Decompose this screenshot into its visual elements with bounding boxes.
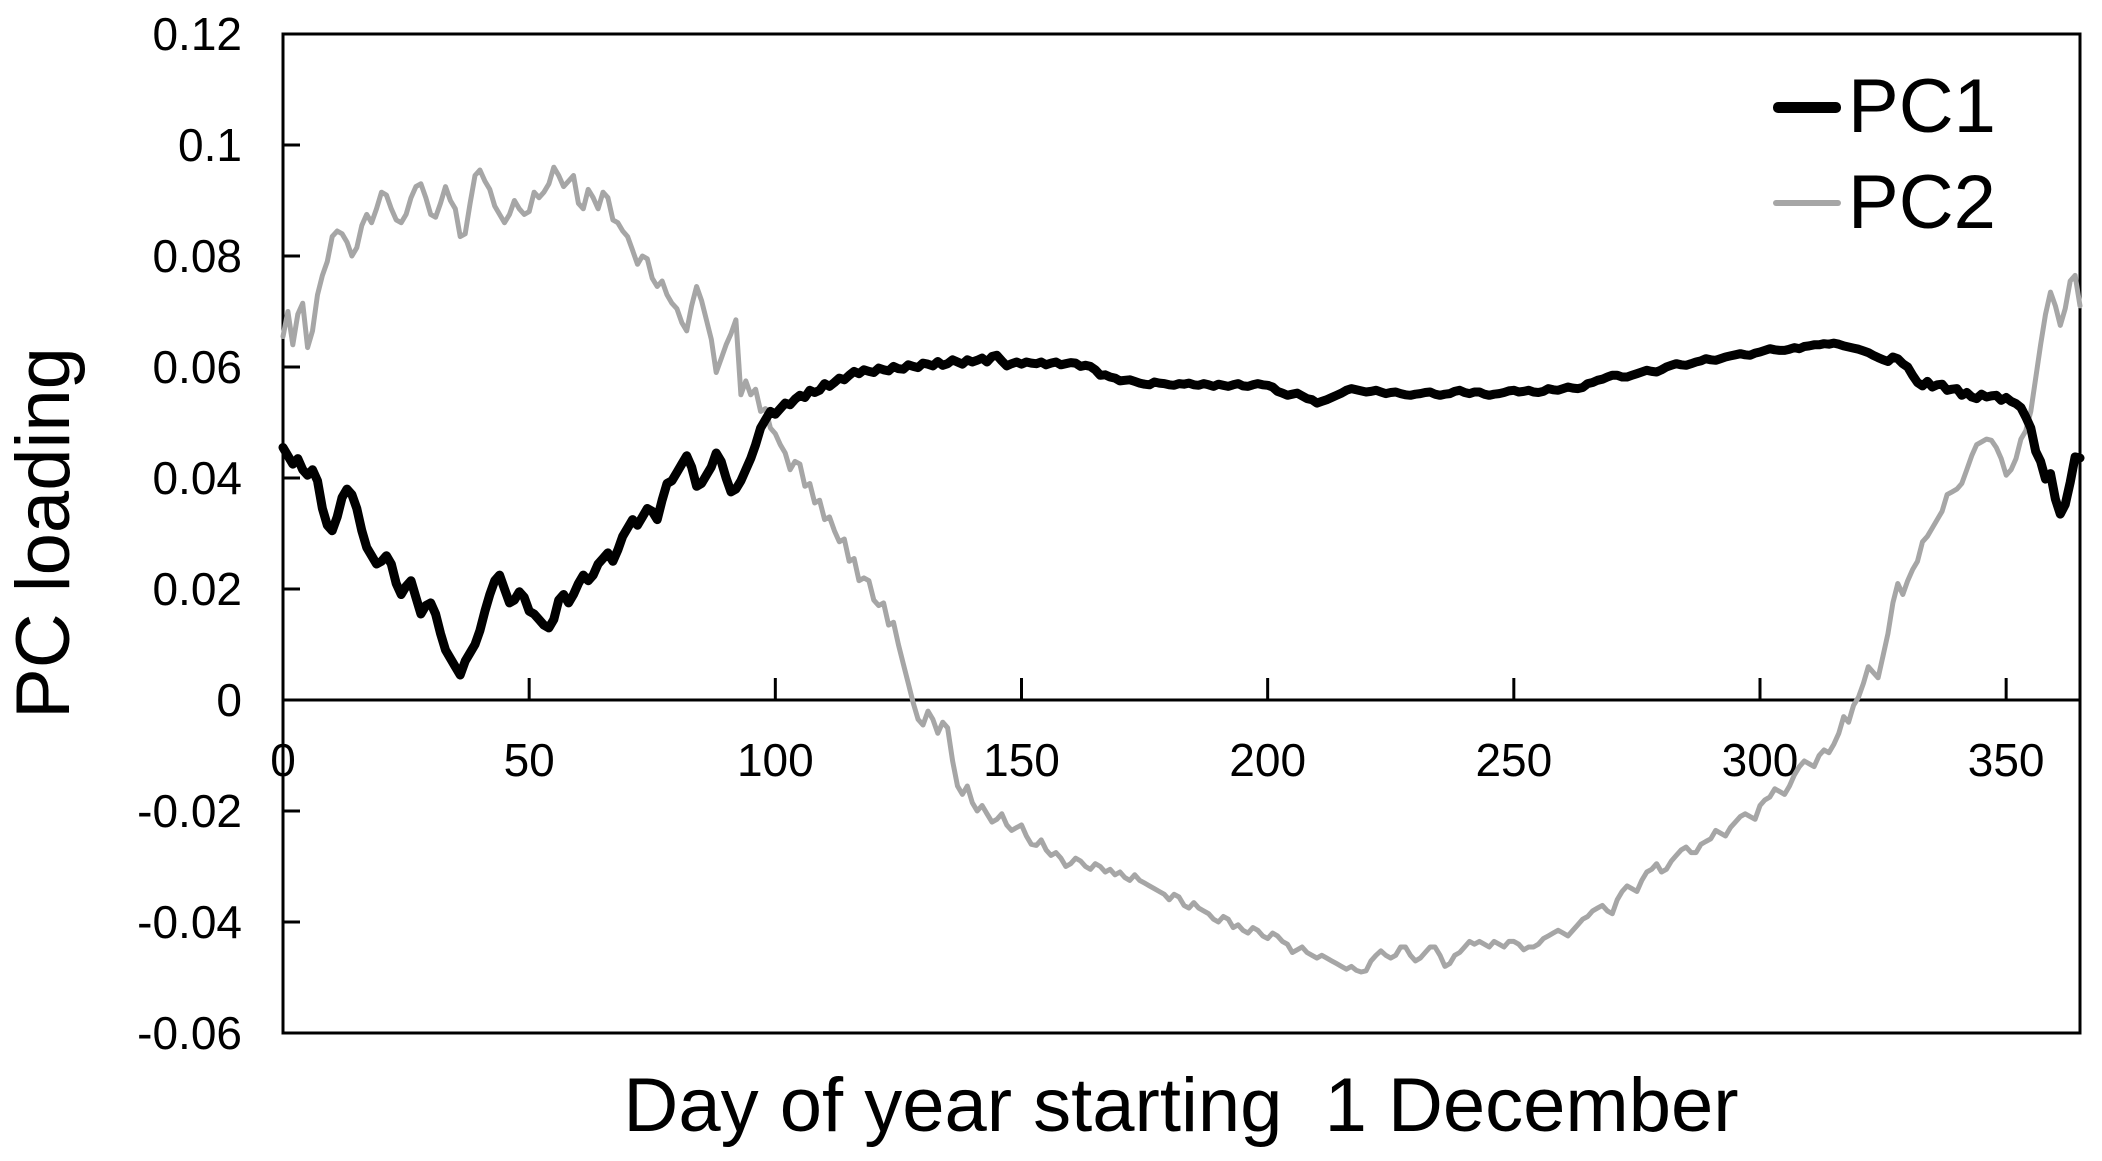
pc2-line bbox=[280, 164, 2083, 975]
x-tick-label: 0 bbox=[270, 734, 296, 786]
x-axis-title: Day of year starting 1 December bbox=[623, 1063, 1739, 1148]
y-tick-label: -0.02 bbox=[137, 785, 242, 837]
y-tick-label: -0.06 bbox=[137, 1007, 242, 1059]
x-tick-label: 350 bbox=[1968, 734, 2045, 786]
legend-item-pc2: PC2 bbox=[1773, 155, 1996, 251]
legend-label-pc2: PC2 bbox=[1848, 160, 1996, 245]
y-tick-label: 0.12 bbox=[152, 8, 242, 60]
y-tick-label: 0.08 bbox=[152, 230, 242, 282]
x-tick-label: 250 bbox=[1475, 734, 1552, 786]
y-tick-label: 0.04 bbox=[152, 452, 242, 504]
x-tick-label: 100 bbox=[737, 734, 814, 786]
pc1-line-swatch bbox=[1773, 101, 1841, 113]
y-tick-label: 0.02 bbox=[152, 563, 242, 615]
x-tick-label: 200 bbox=[1229, 734, 1306, 786]
x-tick-label: 150 bbox=[983, 734, 1060, 786]
y-tick-label: 0 bbox=[216, 674, 242, 726]
plot-border bbox=[281, 32, 2082, 1035]
pc1-line bbox=[278, 338, 2085, 680]
legend-item-pc1: PC1 bbox=[1773, 59, 1996, 155]
y-tick-label: 0.1 bbox=[178, 119, 242, 171]
x-tick-label: 300 bbox=[1722, 734, 1799, 786]
y-tick-label: 0.06 bbox=[152, 341, 242, 393]
pc2-line-swatch bbox=[1773, 200, 1841, 206]
y-tick-label: -0.04 bbox=[137, 896, 242, 948]
legend-label-pc1: PC1 bbox=[1848, 64, 1996, 149]
x-tick-label: 50 bbox=[504, 734, 555, 786]
legend: PC1 PC2 bbox=[1773, 59, 1996, 251]
y-axis-title: PC loading bbox=[1, 347, 87, 719]
